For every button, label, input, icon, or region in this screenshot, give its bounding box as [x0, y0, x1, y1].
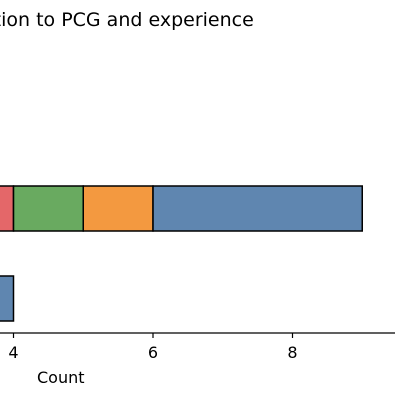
bar-segment-r0-s0	[0, 185, 15, 232]
x-tick-label-4: 4	[8, 343, 18, 362]
x-tick-label-6: 6	[148, 343, 158, 362]
bar-segment-r1-s0	[0, 275, 15, 322]
bar-segment-r0-s2	[82, 185, 154, 232]
x-axis-label: Count	[37, 368, 85, 387]
bar-segment-r0-s1	[12, 185, 84, 232]
chart-title: ation to PCG and experience	[0, 9, 254, 31]
bar-segment-r0-s3	[152, 185, 363, 232]
x-tick-label-8: 8	[287, 343, 297, 362]
